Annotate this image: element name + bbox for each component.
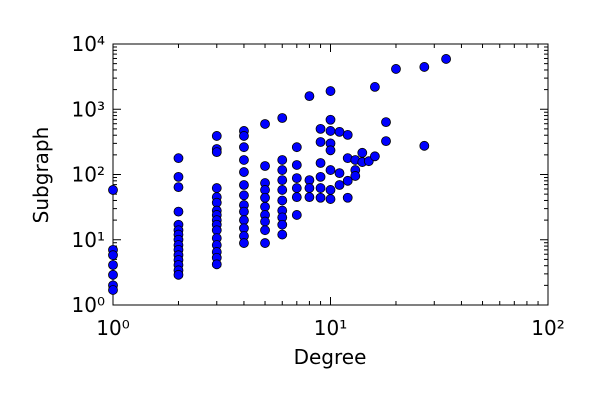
point — [108, 285, 118, 295]
point — [211, 147, 222, 158]
point — [291, 210, 302, 220]
point — [441, 54, 451, 64]
point — [277, 175, 288, 186]
point — [350, 171, 361, 181]
point — [334, 126, 345, 137]
point — [173, 153, 184, 164]
point — [260, 192, 270, 203]
point — [277, 219, 288, 230]
point — [277, 229, 288, 240]
point — [211, 183, 222, 193]
point — [369, 151, 380, 162]
point — [260, 161, 270, 171]
point — [260, 119, 270, 129]
point — [108, 260, 118, 270]
point — [342, 192, 353, 203]
point — [108, 269, 118, 280]
y-tick-label: 10⁰ — [72, 293, 105, 317]
point — [277, 113, 288, 123]
point — [239, 215, 249, 226]
point — [239, 190, 249, 201]
point — [239, 167, 249, 177]
point — [239, 155, 249, 165]
point — [315, 171, 326, 182]
point — [325, 126, 336, 136]
point — [419, 140, 430, 151]
point — [260, 216, 270, 227]
point — [325, 145, 336, 156]
point — [304, 91, 315, 102]
point — [108, 185, 118, 195]
point — [277, 165, 288, 175]
point — [211, 259, 222, 270]
point — [325, 86, 336, 96]
y-tick-label: 10⁴ — [72, 32, 105, 56]
point — [173, 171, 184, 182]
point — [260, 225, 270, 236]
x-axis-label: Degree — [294, 345, 367, 369]
x-tick-label: 10¹ — [314, 316, 347, 340]
point — [342, 175, 353, 186]
point — [304, 183, 315, 193]
point — [315, 192, 326, 203]
x-tick-label: 10⁰ — [96, 316, 129, 340]
point — [239, 206, 249, 217]
point — [260, 238, 270, 248]
point — [277, 185, 288, 195]
point — [325, 165, 336, 175]
point — [239, 238, 249, 248]
point — [357, 147, 368, 158]
point — [391, 64, 401, 74]
point — [108, 250, 118, 261]
point — [325, 185, 336, 195]
point — [381, 136, 391, 146]
point — [369, 82, 380, 92]
y-tick-label: 10³ — [72, 97, 105, 121]
point — [304, 192, 315, 203]
point — [173, 269, 184, 280]
point — [315, 137, 326, 147]
point — [239, 180, 249, 190]
x-tick-label: 10² — [531, 316, 564, 340]
point — [239, 131, 249, 141]
point — [291, 160, 302, 170]
y-tick-label: 10² — [72, 163, 105, 187]
point — [239, 142, 249, 153]
point — [291, 142, 302, 153]
point — [315, 183, 326, 193]
point — [291, 173, 302, 184]
point — [173, 182, 184, 193]
point — [211, 131, 222, 141]
point — [334, 168, 345, 179]
point — [173, 206, 184, 217]
point — [260, 201, 270, 212]
point — [291, 192, 302, 203]
point — [342, 129, 353, 140]
point — [325, 194, 336, 204]
y-axis-label: Subgraph — [29, 127, 53, 224]
point — [381, 117, 391, 128]
point — [277, 195, 288, 206]
point — [315, 158, 326, 168]
point — [325, 114, 336, 125]
y-tick-label: 10¹ — [72, 228, 105, 252]
point — [315, 123, 326, 134]
point — [419, 62, 430, 72]
point — [291, 183, 302, 193]
point — [334, 180, 345, 190]
point — [277, 155, 288, 165]
